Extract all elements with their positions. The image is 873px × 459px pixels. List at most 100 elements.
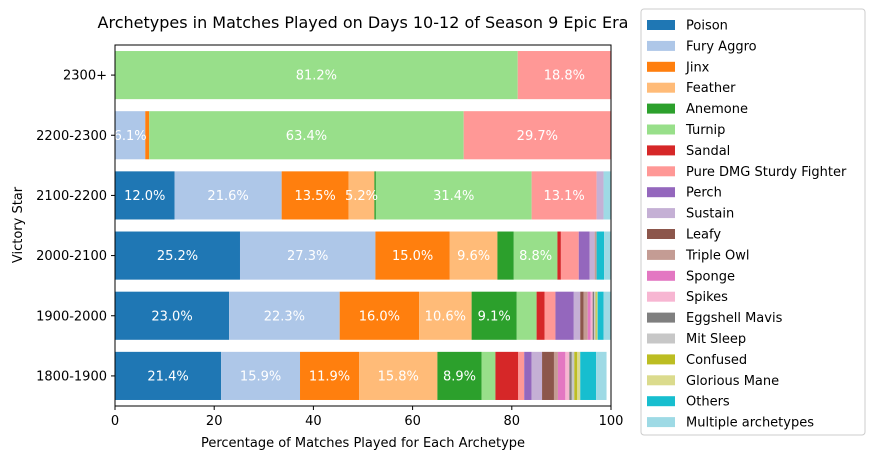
bar-segment [580,351,597,400]
legend-entry: Sustain [686,207,734,222]
bar-segment [553,351,558,400]
bar-segment [571,351,575,400]
legend-swatch [647,124,675,135]
legend-entry: Poison [686,19,728,34]
data-label: 15.8% [378,369,419,384]
bar-segment [604,231,611,280]
bar-segment [374,171,376,220]
x-tick-label: 40 [305,414,322,429]
data-label: 13.5% [294,189,335,204]
bar-segment [300,351,360,400]
legend-entry: Sandal [686,144,730,159]
legend-entry: Pure DMG Sturdy Fighter [686,165,847,180]
data-label: 13.1% [543,189,584,204]
y-tick-label: 2200-2300 [36,129,107,144]
legend-entry: Sponge [686,269,735,284]
legend-entry: Perch [686,186,722,201]
bar-segment [497,231,514,280]
legend-swatch [647,187,675,198]
bar-segment [596,231,605,280]
bar-segment [174,171,282,220]
bar-segment [583,291,588,340]
bar-segment [495,351,519,400]
bar-segment [115,291,230,340]
axes-layer: 2300+ 2200-2300 2100-2200 2000-2100 1900-200… [36,44,624,429]
data-label: 9.1% [478,309,511,324]
legend: Poison Fury Aggro Jinx Feather Anemone Turnip… [640,8,866,436]
legend-entry: Jinx [685,60,710,75]
y-tick-label: 1800-1900 [36,369,107,384]
data-label: 10.6% [425,309,466,324]
bar-segment [603,171,611,220]
y-axis-label: Victory Star [11,186,26,263]
data-labels-layer: 81.2% 18.8% 6.1% 63.4% 29.7% 12.0% 21.6% 13.5% 5… [114,69,585,385]
bar-segment [573,291,581,340]
data-label: 23.0% [151,309,192,324]
legend-swatch [647,61,675,72]
y-tick-label: 2000-2100 [36,249,107,264]
x-tick-label: 80 [504,414,521,429]
data-label: 29.7% [517,129,558,144]
plot-frame [114,44,612,407]
bar-segment [560,231,579,280]
bar-segment [437,351,482,400]
bar-segment [221,351,300,400]
bar-segment [115,51,518,100]
x-tick-label: 60 [404,414,421,429]
legend-swatch [647,396,675,407]
bar-segment [557,231,561,280]
bar-segment [517,51,611,100]
bar-segment [348,171,375,220]
legend-swatch [647,103,675,114]
legend-swatch [647,291,675,302]
data-label: 21.4% [147,369,188,384]
data-label: 21.6% [207,189,248,204]
chart-title: Archetypes in Matches Played on Days 10-… [98,13,629,32]
data-label: 25.2% [157,249,198,264]
bar-segment [577,351,581,400]
legend-swatch [647,249,675,260]
x-tick-label: 100 [599,414,624,429]
data-label: 15.0% [392,249,433,264]
bar-segment [115,171,175,220]
bar-segment [569,351,572,400]
legend-swatch [647,333,675,344]
legend-swatch [647,145,675,156]
data-label: 27.3% [287,249,328,264]
legend-entry: Confused [686,353,747,368]
legend-swatch [647,82,675,93]
bar-segment [544,291,556,340]
legend-entry: Spikes [686,290,728,305]
bar-segment [597,291,604,340]
bar-segment [229,291,340,340]
legend-entry: Others [686,395,730,410]
bar-segment [587,291,591,340]
bar-segment [531,171,597,220]
bar-segment [574,351,578,400]
bar-segment [419,291,472,340]
bar-segment [595,291,597,340]
bar-segment [463,111,611,160]
bar-segment [516,291,537,340]
data-label: 31.4% [433,189,474,204]
x-tick-label: 0 [111,414,119,429]
bars-layer [115,51,611,400]
bar-segment [590,291,593,340]
bar-segment [375,171,532,220]
bar-segment [481,351,496,400]
data-label: 9.6% [457,249,490,264]
bar-segment [145,111,150,160]
legend-entry: Triple Owl [685,248,749,263]
legend-entry: Turnip [685,123,725,138]
legend-swatch [647,312,675,323]
legend-entry: Multiple archetypes [686,416,814,431]
data-label: 63.4% [286,129,327,144]
bar-segment [557,351,566,400]
legend-entry: Anemone [686,102,748,117]
data-label: 8.8% [519,249,552,264]
legend-entry: Leafy [686,228,721,243]
bar-segment [536,291,545,340]
legend-swatch [647,229,675,239]
bar-segment [542,351,554,400]
